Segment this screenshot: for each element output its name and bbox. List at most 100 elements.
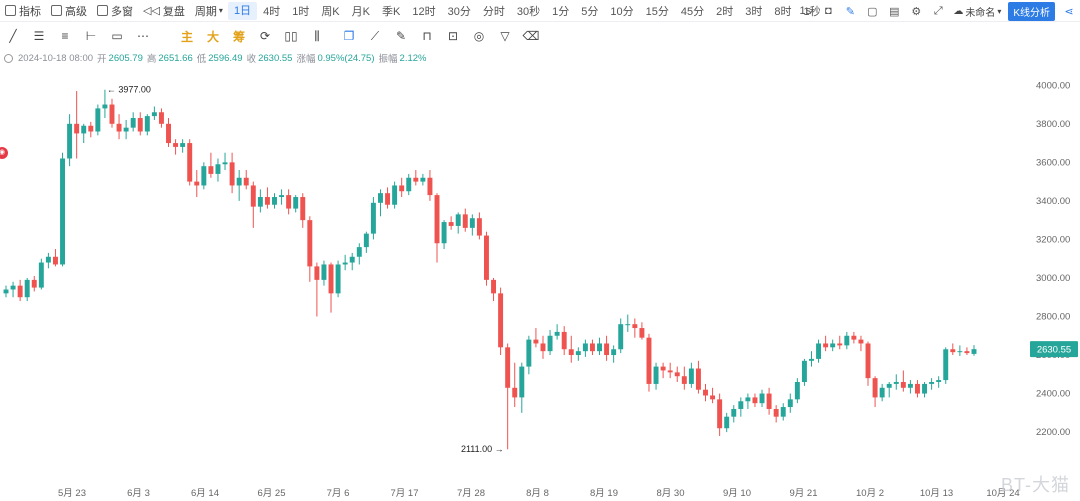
period-8[interactable]: 分时 (482, 5, 505, 18)
delete-icon[interactable]: ⌫ (522, 29, 540, 43)
parallel-channel-icon[interactable]: ≡ (61, 29, 69, 43)
candlestick-chart[interactable]: 4000.00 3800.00 3600.00 3400.00 3200.00 3000.… (0, 66, 1080, 501)
more-icon[interactable]: ⋯ (137, 29, 149, 43)
period-5[interactable]: 季K (382, 5, 401, 18)
candle-body (745, 397, 751, 402)
candle-body (660, 366, 666, 371)
main-indicator-button[interactable]: 主 (180, 29, 193, 44)
period-18[interactable]: 1秒 (803, 5, 821, 18)
candle-body (893, 382, 899, 384)
multi-window-button[interactable]: 多窗 (92, 0, 138, 22)
candle-body (448, 222, 454, 226)
period-3[interactable]: 周K (321, 5, 340, 18)
low-value: 2596.49 (208, 52, 243, 64)
period-dropdown[interactable]: 周期 ▾ (194, 5, 223, 18)
candle-body (469, 218, 475, 228)
horizontal-lines-icon[interactable]: ☰ (33, 29, 45, 43)
ruler-icon[interactable]: ⟋ (370, 28, 380, 43)
amplitude-value: 2.12% (399, 52, 427, 64)
period-0[interactable]: 1日 (227, 1, 258, 20)
share-icon[interactable]: ⋖ (1064, 5, 1074, 18)
candle-body (109, 104, 115, 124)
copy-icon[interactable]: ❐ (343, 29, 355, 43)
period-13[interactable]: 15分 (645, 5, 669, 18)
indicators-button[interactable]: 指标 (0, 0, 46, 22)
candle-body (724, 416, 730, 429)
candle-body (625, 324, 631, 326)
filter-icon[interactable]: ▽ (500, 29, 510, 43)
eye-icon[interactable]: ◎ (473, 29, 485, 43)
period-14[interactable]: 45分 (680, 5, 705, 18)
horizontal-ray-icon[interactable]: ⊢ (85, 29, 97, 43)
ohlc-legend: 2024-10-18 08:00 开 2605.79 高 2651.66 低 2596… (4, 51, 430, 65)
last-price-label: 2630.55 (1037, 345, 1071, 356)
chevron-down-icon: ▾ (997, 6, 1002, 16)
layout-name-dropdown[interactable]: ☁ 未命名 ▾ (953, 5, 1002, 19)
candle-body (568, 349, 574, 356)
interval-button[interactable]: 1s (799, 5, 812, 17)
period-17[interactable]: 8时 (774, 5, 792, 18)
period-6[interactable]: 12时 (412, 5, 436, 18)
candle-body (900, 382, 906, 388)
candle-body (420, 177, 426, 182)
x-tick-label: 7月 28 (457, 488, 485, 499)
period-9[interactable]: 30秒 (516, 5, 541, 18)
drawing-toolbar: ╱ ☰ ≡ ⊢ ▭ ⋯ 主 大 筹 ⟳ ▯▯ ⫼ ❐ ⟋ ✎ ⊓ ⊡ ◎ ▽ ⌫ (0, 25, 544, 47)
trendline-icon[interactable]: ╱ (9, 29, 17, 43)
candle-body (45, 256, 51, 263)
candle-body (272, 197, 277, 205)
period-2[interactable]: 1时 (292, 5, 310, 18)
candle-body (363, 233, 369, 248)
gear-icon[interactable]: ⚙ (911, 5, 922, 18)
x-tick-label: 7月 17 (391, 488, 419, 499)
pen-icon[interactable]: ✎ (845, 5, 855, 18)
alert-badge[interactable]: ◉ (0, 147, 8, 159)
period-15[interactable]: 2时 (716, 5, 734, 18)
replay-icon: ◁◁ (143, 5, 160, 17)
kline-analysis-button[interactable]: K线分析 (1008, 1, 1055, 21)
candle-body (293, 197, 299, 209)
period-12[interactable]: 10分 (610, 5, 634, 18)
candle-body (667, 370, 673, 373)
pencil-icon[interactable]: ✎ (395, 29, 407, 43)
camera-icon[interactable]: ◘ (824, 5, 832, 17)
fullscreen-icon[interactable]: ⤢ (933, 4, 943, 17)
period-4[interactable]: 月K (351, 5, 370, 18)
candle-body (406, 177, 412, 192)
candle-body (759, 393, 765, 404)
rectangle-icon[interactable]: ▭ (111, 29, 123, 43)
period-1[interactable]: 4时 (263, 5, 281, 18)
bars-icon[interactable]: ▯▯ (284, 29, 298, 43)
candle-body (17, 285, 23, 298)
candle-body (166, 123, 171, 144)
candle-body (427, 177, 433, 196)
lock-icon[interactable]: ⊡ (447, 29, 459, 43)
big-button[interactable]: 大 (206, 29, 219, 44)
candle-body (95, 108, 101, 132)
candle-body (229, 162, 235, 186)
save-icon[interactable]: ▤ (889, 5, 900, 18)
chips-button[interactable]: 筹 (232, 29, 245, 44)
advanced-button[interactable]: 高级 (46, 0, 92, 22)
collapse-icon[interactable] (4, 53, 13, 63)
candle-body (858, 339, 864, 344)
period-7[interactable]: 30分 (447, 5, 471, 18)
y-tick-label: 3600.00 (1036, 157, 1070, 168)
candle-body (67, 123, 73, 159)
layout-icon[interactable]: ▢ (867, 5, 878, 18)
candle-body (455, 214, 461, 226)
candle-body (483, 235, 489, 280)
candle-body (392, 185, 398, 205)
candle-body (547, 335, 553, 352)
period-11[interactable]: 5分 (581, 5, 599, 18)
candle-body (38, 262, 44, 288)
replay-button[interactable]: ◁◁ 复盘 (143, 5, 185, 18)
candle-body (801, 360, 807, 382)
period-10[interactable]: 1分 (552, 5, 570, 18)
candle-body (385, 193, 391, 205)
candle-body (300, 197, 306, 221)
period-16[interactable]: 3时 (745, 5, 763, 18)
candles-icon[interactable]: ⫼ (314, 28, 320, 43)
cycle-icon[interactable]: ⟳ (259, 29, 271, 43)
magnet-icon[interactable]: ⊓ (422, 29, 432, 43)
